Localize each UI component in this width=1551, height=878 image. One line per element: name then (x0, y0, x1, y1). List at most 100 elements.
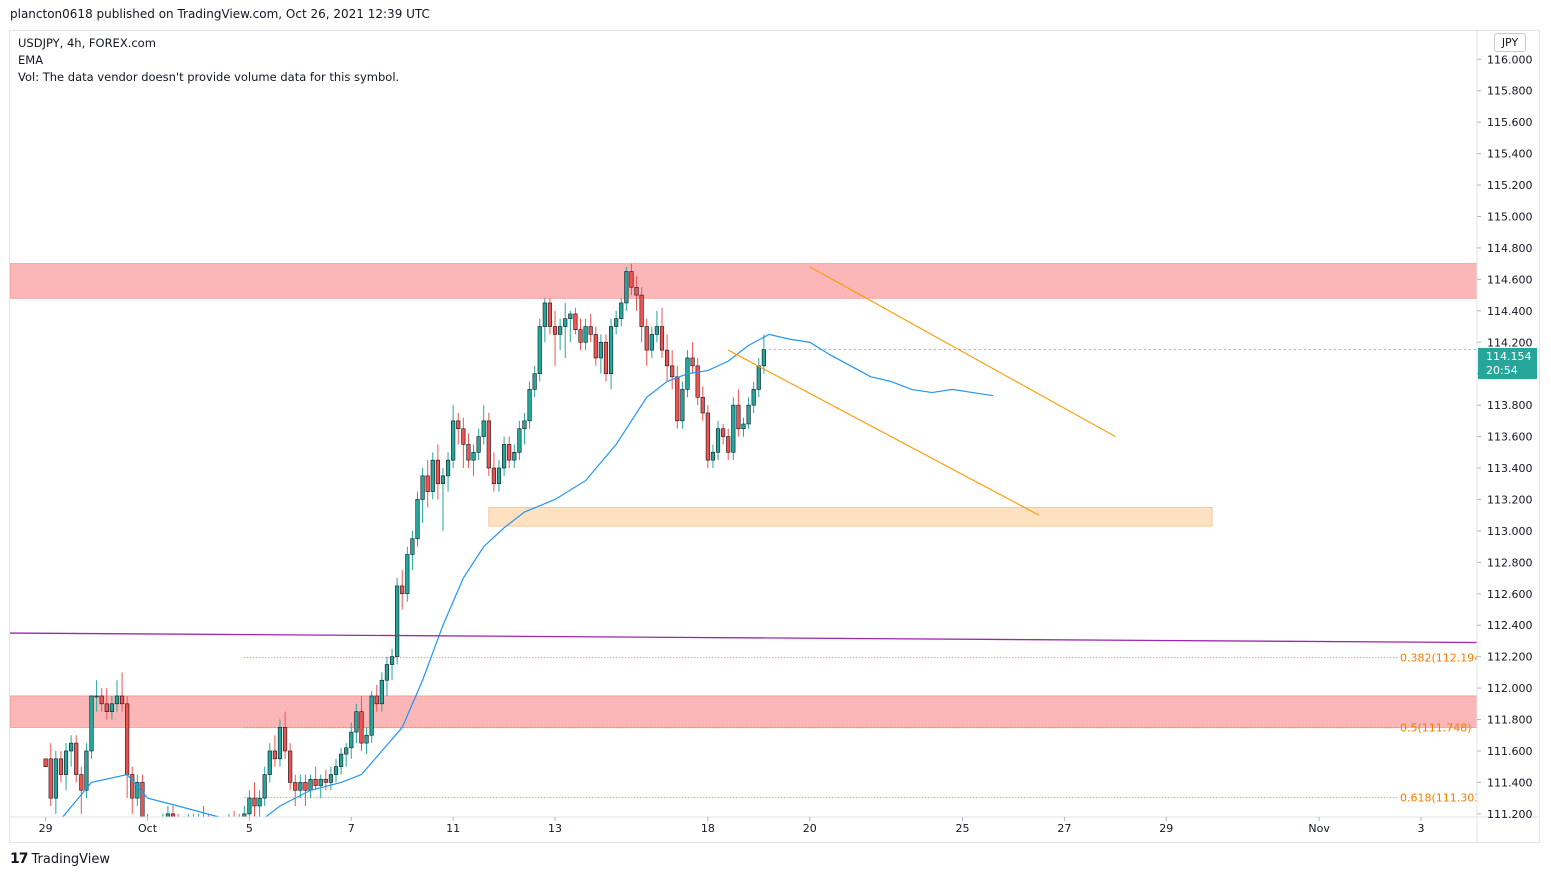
y-tick-label: 112.800 (1487, 556, 1533, 569)
legend-ema[interactable]: EMA (18, 53, 44, 67)
candle-body (558, 326, 563, 335)
currency-badge[interactable]: JPY (1494, 33, 1526, 52)
fib-label-1: 0.5(111.748) (1400, 722, 1472, 735)
candle-body (53, 758, 58, 799)
x-tick-label: 5 (246, 822, 253, 835)
candle-body (578, 329, 583, 343)
candle-body (207, 830, 211, 838)
candle-body (665, 349, 670, 367)
candle-body (486, 420, 491, 469)
candle-body (262, 774, 267, 799)
footer: 17 TradingView (10, 851, 110, 867)
chart-legend: USDJPY, 4h, FOREX.com EMA Vol: The data … (18, 35, 399, 86)
footer-brand[interactable]: TradingView (31, 851, 111, 867)
y-tick-label: 111.600 (1487, 745, 1533, 758)
trendline-0 (809, 266, 1116, 438)
y-tick-label: 111.400 (1487, 776, 1533, 789)
candle-body (634, 286, 639, 296)
fib-label-0: 0.382(112.194) (1400, 652, 1486, 665)
candle-body (202, 822, 206, 830)
y-tick-label: 115.600 (1487, 116, 1533, 129)
candle-body (308, 778, 313, 791)
candle-body (619, 302, 624, 319)
candle-body (547, 302, 553, 327)
candle-body (415, 499, 420, 540)
candle-body (247, 797, 252, 815)
candle-body (293, 782, 298, 791)
x-tick-label: 25 (956, 822, 970, 835)
candle-body (746, 404, 751, 425)
candle-body (119, 695, 125, 705)
legend-volume-note: Vol: The data vendor doesn't provide vol… (18, 70, 400, 84)
y-tick-label: 116.000 (1487, 53, 1533, 66)
candle-body (344, 747, 349, 755)
candle-body (277, 727, 283, 760)
candle-body (232, 822, 236, 830)
candle-body (425, 475, 430, 492)
candle-body (456, 420, 461, 430)
candle-body (359, 711, 364, 744)
candle-body (471, 451, 476, 461)
candle-body (384, 664, 390, 681)
zone-0 (10, 263, 1477, 299)
x-tick-label: 11 (446, 822, 460, 835)
x-tick-label: 29 (39, 822, 53, 835)
candle-body (48, 758, 53, 799)
candle-body (379, 679, 384, 705)
last-price: 114.154 (1486, 350, 1532, 363)
candle-body (654, 326, 659, 335)
candle-body (58, 758, 64, 775)
candle-body (649, 334, 654, 351)
candle-body (181, 830, 185, 838)
y-tick-label: 113.800 (1487, 399, 1533, 412)
candle-body (476, 436, 481, 453)
candle-body (186, 822, 190, 830)
y-tick-label: 112.600 (1487, 588, 1533, 601)
candle-body (109, 703, 114, 712)
candle-body (242, 813, 247, 817)
candle-body (563, 318, 568, 327)
candle-body (125, 703, 130, 775)
y-tick-label: 113.200 (1487, 493, 1533, 506)
candle-body (552, 326, 558, 335)
chart-frame[interactable] (9, 30, 1540, 843)
candle-body (741, 423, 746, 430)
legend-symbol[interactable]: USDJPY, 4h, FOREX.com (18, 36, 156, 50)
candle-body (364, 734, 369, 744)
candle-body (731, 404, 736, 453)
candle-body (721, 428, 726, 437)
candle-body (222, 830, 226, 838)
candle-body (675, 376, 680, 422)
y-tick-label: 115.400 (1487, 148, 1533, 161)
candle-body (736, 404, 741, 430)
candle-body (445, 459, 451, 477)
candle-body (43, 758, 48, 767)
x-tick-label: 13 (548, 822, 562, 835)
candle-body (715, 428, 721, 453)
candle-body (339, 753, 344, 767)
y-tick-label: 113.400 (1487, 462, 1533, 475)
candle-body (170, 813, 176, 817)
candle-body (588, 326, 593, 335)
candle-body (502, 444, 507, 469)
candle-body (395, 585, 400, 657)
tradingview-logo-icon[interactable]: 17 (10, 851, 29, 867)
candle-body (192, 822, 196, 833)
x-tick-label: Oct (138, 822, 158, 835)
zone-1 (10, 695, 1477, 728)
candle-body (257, 797, 262, 807)
candle-body (217, 830, 221, 838)
candle-body (705, 412, 710, 461)
candle-body (130, 774, 135, 799)
candle-body (614, 318, 619, 327)
x-tick-label: Nov (1308, 822, 1330, 835)
y-tick-label: 112.200 (1487, 651, 1533, 664)
x-tick-label: 18 (701, 822, 715, 835)
candle-body (430, 459, 435, 492)
candle-body (252, 797, 257, 807)
candle-body (761, 349, 766, 367)
candle-body (405, 554, 410, 595)
candle-body (583, 326, 588, 343)
y-tick-label: 115.200 (1487, 179, 1533, 192)
